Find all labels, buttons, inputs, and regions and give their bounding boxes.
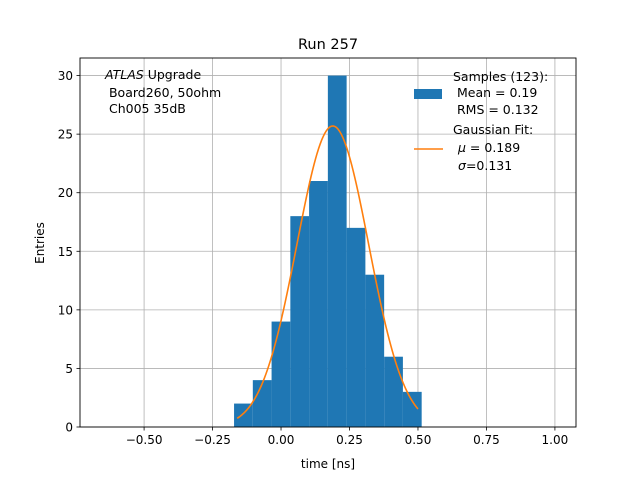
- histogram-bar: [309, 181, 328, 427]
- legend: Samples (123): Mean = 0.19 RMS = 0.132 G…: [414, 69, 548, 173]
- histogram-bar: [365, 274, 385, 427]
- annotation-line1: Upgrade: [144, 67, 202, 82]
- legend-samples-swatch: [414, 89, 442, 99]
- x-axis-label: time [ns]: [301, 457, 355, 471]
- svg-text:μ = 0.189: μ = 0.189: [457, 140, 520, 155]
- y-tick-label: 15: [58, 245, 73, 259]
- y-tick-label: 5: [65, 362, 73, 376]
- gaussian-fit-line: [236, 125, 419, 420]
- x-tick-label: 0.00: [268, 433, 295, 447]
- legend-mu-value: = 0.189: [466, 140, 520, 155]
- annotation-line3: Ch005 35dB: [105, 101, 186, 116]
- y-axis-label: Entries: [33, 222, 47, 264]
- x-tick-label: 0.25: [336, 433, 363, 447]
- x-tick-label: 0.75: [473, 433, 500, 447]
- x-ticks: −0.50 −0.25 0.00 0.25 0.50 0.75 1.00: [126, 427, 569, 447]
- svg-text:σ=0.131: σ=0.131: [458, 158, 512, 173]
- svg-text:ATLAS Upgrade: ATLAS Upgrade: [104, 67, 201, 82]
- legend-samples-mean: Mean = 0.19: [453, 85, 537, 100]
- y-tick-label: 25: [58, 128, 73, 142]
- histogram-bar: [402, 391, 422, 427]
- x-tick-label: 1.00: [542, 433, 569, 447]
- y-ticks: 0 5 10 15 20 25 30: [58, 69, 80, 435]
- x-tick-label: −0.25: [194, 433, 231, 447]
- annotation-line2: Board260, 50ohm: [105, 85, 221, 100]
- atlas-label: ATLAS: [104, 67, 144, 82]
- histogram-bar: [346, 227, 366, 427]
- legend-sigma-symbol: σ: [458, 158, 467, 173]
- histogram-bar: [252, 380, 272, 427]
- chart-title: Run 257: [298, 37, 358, 53]
- bars: [234, 75, 422, 428]
- histogram-bar: [327, 75, 347, 428]
- y-tick-label: 0: [65, 421, 73, 435]
- legend-samples-rms: RMS = 0.132: [453, 102, 539, 117]
- legend-fit-title: Gaussian Fit:: [453, 122, 533, 137]
- histogram-bar: [271, 321, 291, 427]
- plot-frame: [79, 57, 577, 428]
- y-tick-label: 10: [58, 303, 73, 317]
- y-tick-label: 30: [58, 69, 73, 83]
- legend-samples-title: Samples (123):: [453, 69, 548, 84]
- y-tick-label: 20: [58, 186, 73, 200]
- legend-sigma-value: =0.131: [466, 158, 512, 173]
- x-tick-label: 0.50: [405, 433, 432, 447]
- atlas-annotation: ATLAS Upgrade Board260, 50ohm Ch005 35dB: [104, 67, 221, 116]
- histogram-bar: [384, 356, 403, 427]
- histogram-bar: [290, 216, 310, 427]
- legend-mu-symbol: μ: [457, 140, 466, 155]
- x-tick-label: −0.50: [126, 433, 163, 447]
